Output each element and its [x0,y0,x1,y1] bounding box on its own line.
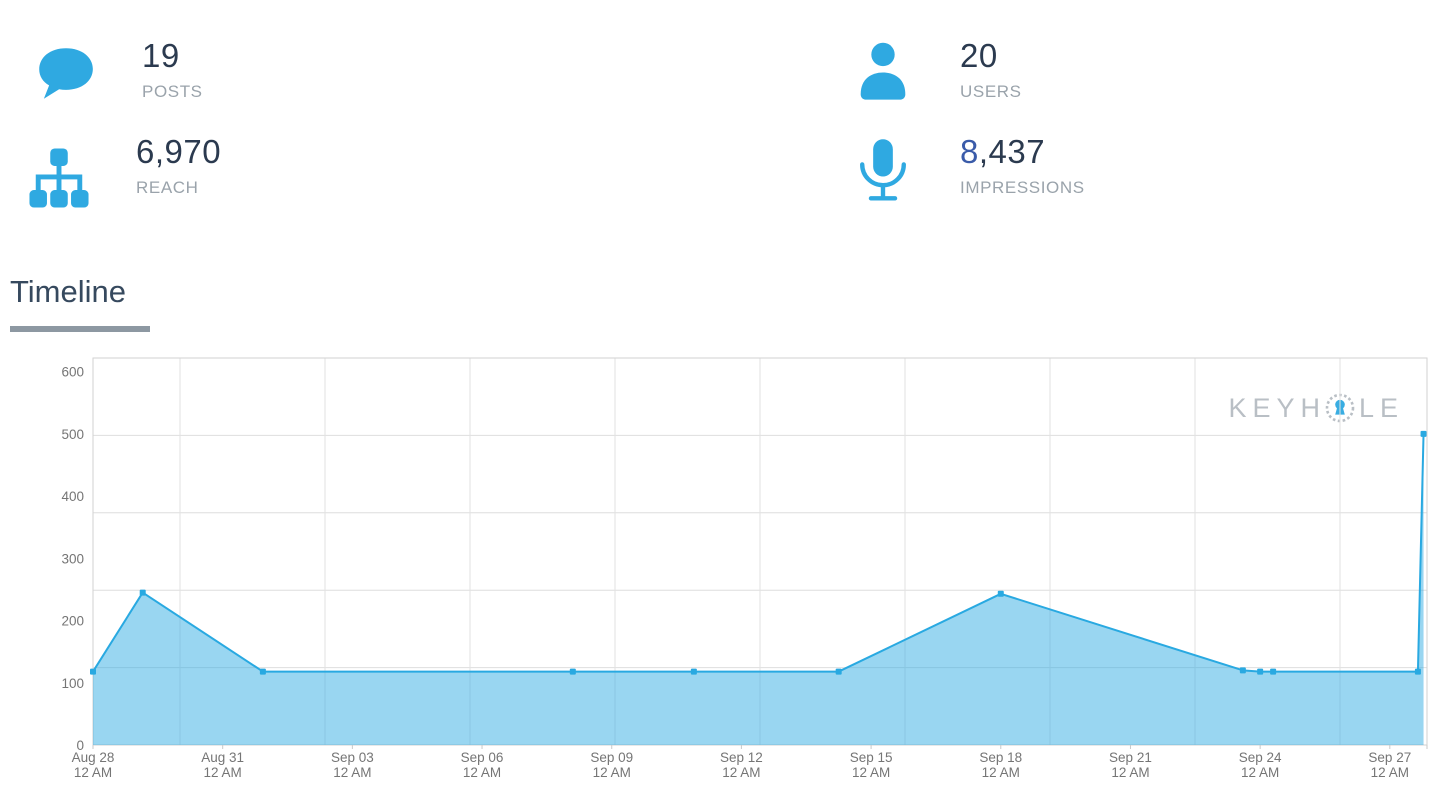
x-axis-ticks [92,745,1428,749]
timeline-plot: 0 100 200 300 400 500 600 Aug 28 12 AM Aug 31 12 A… [61,357,1428,780]
stat-reach: 6,970 REACH [24,133,222,216]
microphone-icon [848,134,918,208]
svg-text:100: 100 [61,676,84,691]
svg-text:500: 500 [61,427,84,442]
svg-text:0: 0 [76,738,84,753]
posts-label: POSTS [142,82,203,102]
reach-value: 6,970 [136,133,222,170]
impressions-first-digit: 8 [960,133,979,170]
svg-text:600: 600 [61,365,84,380]
plot-border [92,357,1428,746]
timeline-area [93,433,1424,745]
stat-posts: 19 POSTS [30,37,203,108]
impressions-value: 8,437 [960,133,1085,170]
impressions-rest-digits: ,437 [978,133,1046,170]
timeline-heading: Timeline [10,274,126,309]
users-value: 20 [960,37,998,74]
svg-text:200: 200 [61,614,84,629]
stat-impressions: 8,437 IMPRESSIONS [848,133,1085,208]
posts-value: 19 [142,37,180,74]
timeline-chart: KEYH LE 0 100 200 300 400 500 600 Aug 28 12 AM Au… [0,350,1456,806]
impressions-label: IMPRESSIONS [960,178,1085,198]
reach-label: REACH [136,178,199,198]
timeline-heading-underline [10,326,150,332]
data-point-markers [90,430,1427,675]
speech-bubble-icon [30,42,100,108]
timeline-line [92,433,1425,673]
person-icon [848,38,918,106]
svg-text:300: 300 [61,551,84,566]
stat-users: 20 USERS [848,37,1022,106]
svg-text:400: 400 [61,489,84,504]
x-axis-labels: Aug 28 12 AM Aug 31 12 AM Sep 03 12 AM Sep 06 1… [72,750,1412,780]
y-axis-labels: 0 100 200 300 400 500 600 [61,365,84,753]
users-label: USERS [960,82,1022,102]
sitemap-icon [24,140,94,216]
grid-lines [93,358,1427,745]
